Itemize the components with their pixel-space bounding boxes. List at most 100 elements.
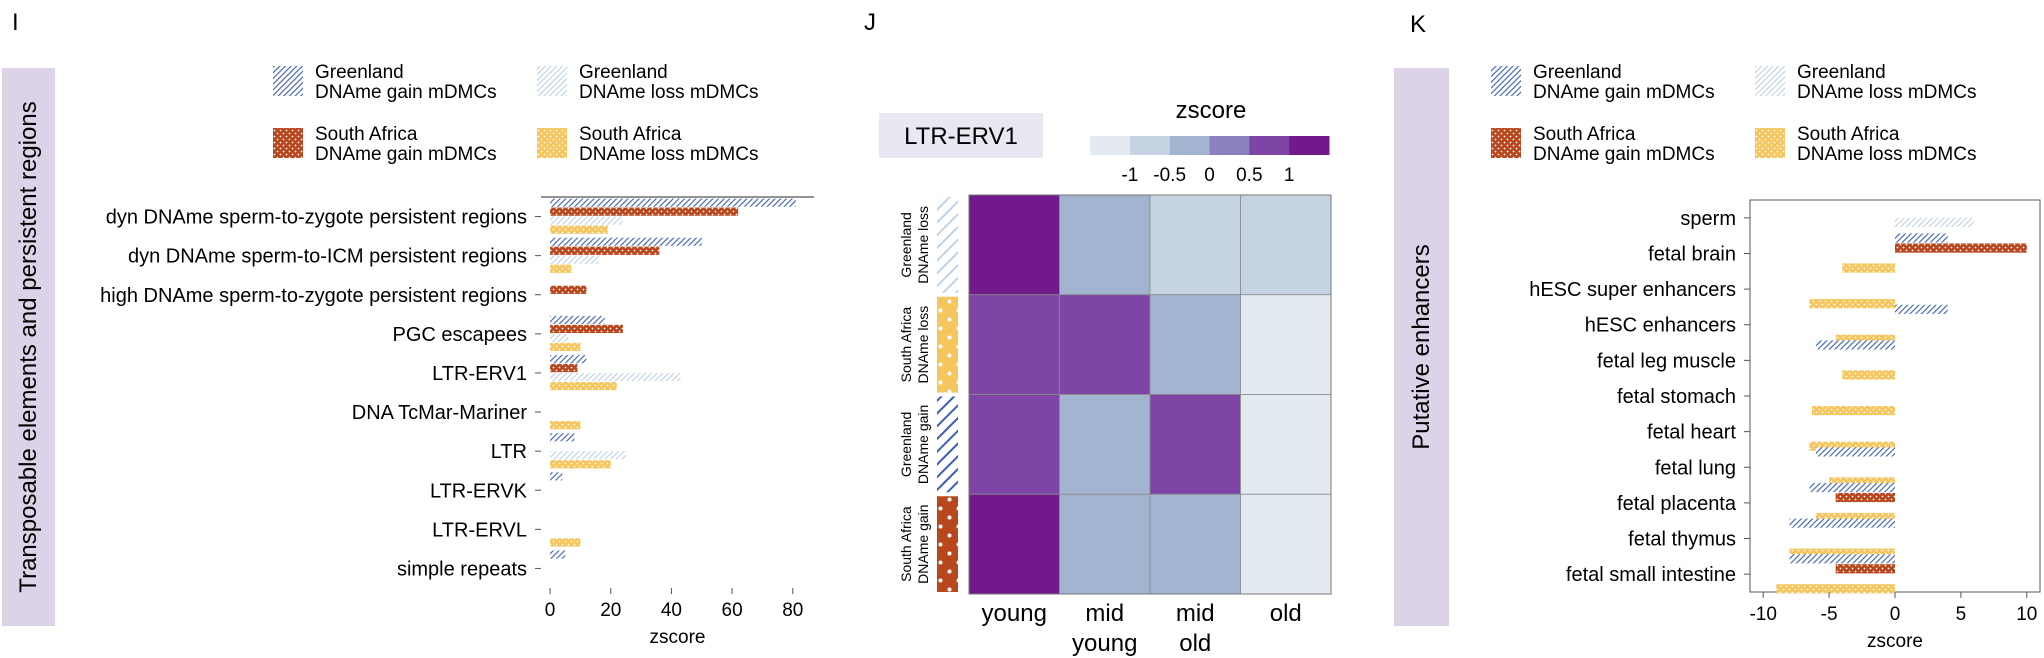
legend-swatch-gl_loss <box>1755 66 1785 96</box>
bar-gl_gain <box>550 315 605 325</box>
bar-sa_loss <box>1809 299 1895 309</box>
legend-k: GreenlandDNAme gain mDMCsGreenlandDNAme … <box>1491 62 1976 165</box>
x-axis-label: zscore <box>650 627 706 648</box>
heatmap-cell <box>1240 394 1332 495</box>
bar-gl_gain <box>550 354 587 364</box>
bar-gl_gain <box>1895 304 1948 314</box>
heatmap-cell <box>1240 294 1332 395</box>
column-label: old <box>1270 600 1302 627</box>
bar-gl_gain <box>550 433 575 442</box>
panel-i: Transposable elements and persistent reg… <box>2 62 814 648</box>
bar-sa_loss <box>1815 512 1895 523</box>
legend-swatch-sa_gain <box>1491 128 1521 158</box>
legend-label-sa_gain-line2: DNAme gain mDMCs <box>315 144 497 165</box>
bar-gl_gain <box>1895 233 1948 243</box>
x-tick-label: 20 <box>600 600 621 621</box>
x-tick-label: 0 <box>1890 604 1901 625</box>
bar-sa_loss <box>1842 370 1895 380</box>
x-tick-label: 5 <box>1956 604 1967 625</box>
bar-sa_gain <box>550 246 660 255</box>
heatmap-cell <box>968 493 1060 595</box>
row-annotation-gl_gain <box>937 396 958 493</box>
bar-sa_loss <box>550 538 581 547</box>
colorbar-tick-label: -0.5 <box>1153 165 1186 186</box>
legend-label-sa_loss-line2: DNAme loss mDMCs <box>579 144 758 165</box>
category-label: fetal lung <box>1655 457 1736 479</box>
bar-gl_gain <box>550 198 796 207</box>
panel-label-k: K <box>1410 11 1426 38</box>
legend-label-sa_gain-line2: DNAme gain mDMCs <box>1533 144 1715 165</box>
row-annotation-sa_gain <box>937 496 958 592</box>
legend-label-gl_gain-line1: Greenland <box>315 62 404 83</box>
legend-swatch-sa_gain <box>273 128 303 158</box>
colorbar-segment <box>1129 136 1171 155</box>
heatmap-cell <box>968 394 1060 495</box>
bar-sa_gain <box>1835 492 1895 503</box>
side-panel-i <box>2 68 55 626</box>
legend-swatch-gl_gain <box>273 66 303 96</box>
bar-sa_loss <box>1829 477 1895 487</box>
row-label: GreenlandDNAme loss <box>898 206 931 284</box>
legend-label-sa_gain-line1: South Africa <box>1533 124 1636 145</box>
category-label: simple repeats <box>397 558 527 580</box>
heatmap-title-box <box>879 113 1043 158</box>
colorbar-tick-label: 1 <box>1284 165 1295 186</box>
bar-sa_loss <box>550 225 608 234</box>
category-label: dyn DNAme sperm-to-ICM persistent region… <box>128 246 527 268</box>
column-label: mid young <box>1072 600 1137 657</box>
category-label: PGC escapees <box>392 324 527 346</box>
category-label: hESC enhancers <box>1585 315 1736 337</box>
legend-label-gl_loss-line2: DNAme loss mDMCs <box>1797 82 1976 103</box>
bar-sa_loss <box>1811 406 1895 416</box>
category-label: dyn DNAme sperm-to-zygote persistent reg… <box>106 207 527 229</box>
legend-i: GreenlandDNAme gain mDMCsGreenlandDNAme … <box>273 62 758 165</box>
plot-i: dyn DNAme sperm-to-zygote persistent reg… <box>100 196 814 648</box>
colorbar-tick-label: 0.5 <box>1236 165 1262 186</box>
legend-label-gl_gain-line2: DNAme gain mDMCs <box>315 82 497 103</box>
bar-gl_gain <box>550 472 563 481</box>
colorbar-segment <box>1209 136 1250 155</box>
legend-label-gl_gain-line2: DNAme gain mDMCs <box>1533 82 1715 103</box>
category-label: fetal small intestine <box>1566 564 1736 586</box>
legend-label-sa_loss-line1: South Africa <box>1797 124 1900 145</box>
x-tick-label: -5 <box>1821 604 1838 625</box>
bar-gl_gain <box>1809 482 1895 493</box>
legend-label-gl_gain-line1: Greenland <box>1533 62 1622 83</box>
legend-label-sa_gain-line1: South Africa <box>315 124 418 145</box>
legend-swatch-sa_loss <box>1755 128 1785 158</box>
heatmap-frame <box>968 194 1332 595</box>
x-tick-label: 80 <box>782 600 803 621</box>
column-label: mid old <box>1176 600 1215 657</box>
category-label: hESC super enhancers <box>1529 279 1736 301</box>
category-label: fetal thymus <box>1628 529 1736 551</box>
x-axis-label: zscore <box>1867 631 1923 652</box>
bar-gl_gain <box>1789 518 1895 528</box>
row-annotation-sa_loss <box>937 296 958 393</box>
bar-sa_loss <box>1835 334 1895 344</box>
bar-sa_loss <box>1809 441 1895 451</box>
bar-gl_loss <box>550 255 599 264</box>
x-tick-label: 0 <box>545 600 556 621</box>
colorbar: -1 -0.5 0 0.5 1 <box>1090 136 1330 186</box>
bar-sa_loss <box>1842 263 1895 273</box>
category-label: LTR-ERVL <box>432 519 527 541</box>
colorbar-segment <box>1169 136 1210 155</box>
category-label: fetal brain <box>1648 243 1736 265</box>
bar-sa_gain <box>550 285 587 294</box>
legend-swatch-sa_loss <box>537 128 567 158</box>
heatmap-cell <box>1149 194 1241 296</box>
colorbar-title: zscore <box>1176 97 1247 124</box>
legend-label-sa_loss-line1: South Africa <box>579 124 682 145</box>
category-label: LTR-ERVK <box>430 480 528 502</box>
bar-sa_loss <box>1776 584 1895 594</box>
heatmap-cell <box>1240 194 1332 296</box>
category-label: fetal stomach <box>1617 386 1736 408</box>
category-label: LTR <box>491 441 527 463</box>
category-label: fetal placenta <box>1617 493 1737 515</box>
colorbar-tick-label: 0 <box>1204 165 1215 186</box>
x-tick-label: 10 <box>2016 604 2037 625</box>
bar-sa_gain <box>550 324 623 334</box>
heatmap-cell <box>1059 294 1151 395</box>
bar-gl_loss <box>550 451 626 460</box>
bar-sa_gain <box>1835 564 1895 574</box>
